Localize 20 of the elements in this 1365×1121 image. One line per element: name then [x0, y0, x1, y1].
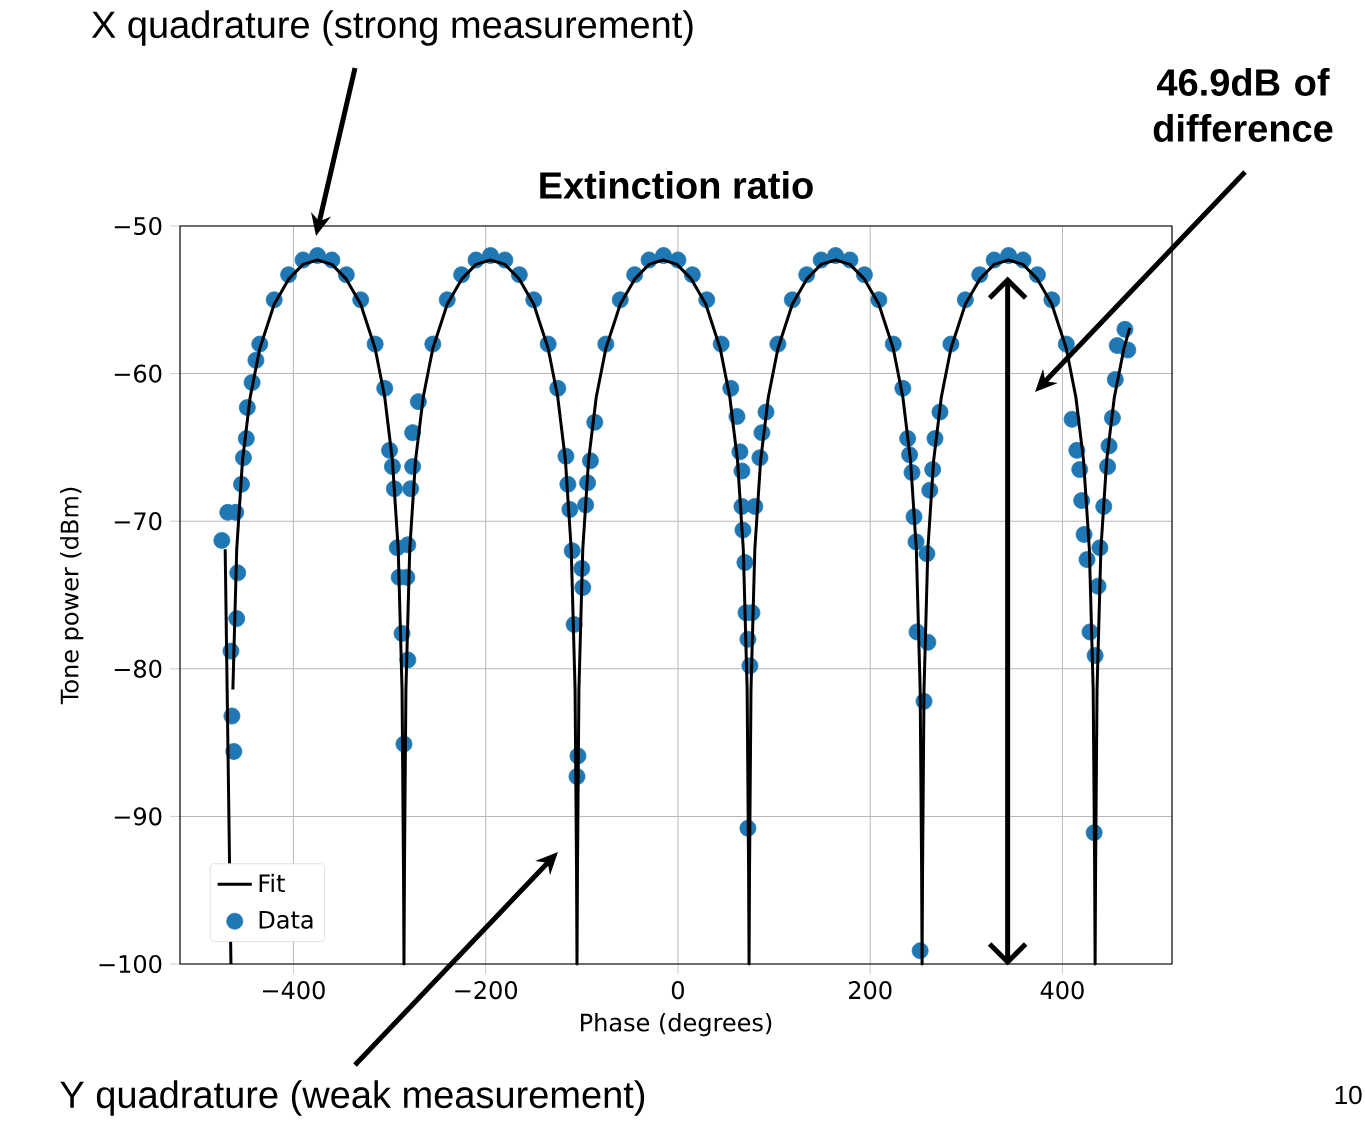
legend-label: Fit [259, 873, 285, 892]
x-tick-label: −200 [455, 981, 518, 1000]
y-tick-label: −70 [114, 512, 162, 531]
text: 10 [1335, 1085, 1362, 1105]
y-tick-label: −50 [114, 216, 162, 236]
text: Y quadrature (weak measurement) [60, 1080, 645, 1116]
y-tick-label: −80 [114, 659, 162, 678]
y-tick-label: −90 [114, 807, 162, 826]
x-tick-label: 400 [1040, 981, 1084, 1000]
legend-label: Data [259, 910, 313, 929]
y-axis-title: Tone power (dBm) [60, 487, 84, 705]
x-tick-label: −400 [263, 981, 325, 1000]
y-tick-label: −60 [114, 364, 162, 383]
x-tick-label: 200 [849, 981, 892, 1000]
y-tick-label: −100 [99, 954, 162, 974]
text: 46.9dB of difference [1153, 68, 1333, 142]
text: X quadrature (strong measurement) [91, 10, 693, 46]
x-axis-title: Phase (degrees) [581, 1012, 772, 1037]
x-tick-label: 0 [671, 981, 684, 1000]
chart-title: Extinction ratio [540, 171, 813, 199]
